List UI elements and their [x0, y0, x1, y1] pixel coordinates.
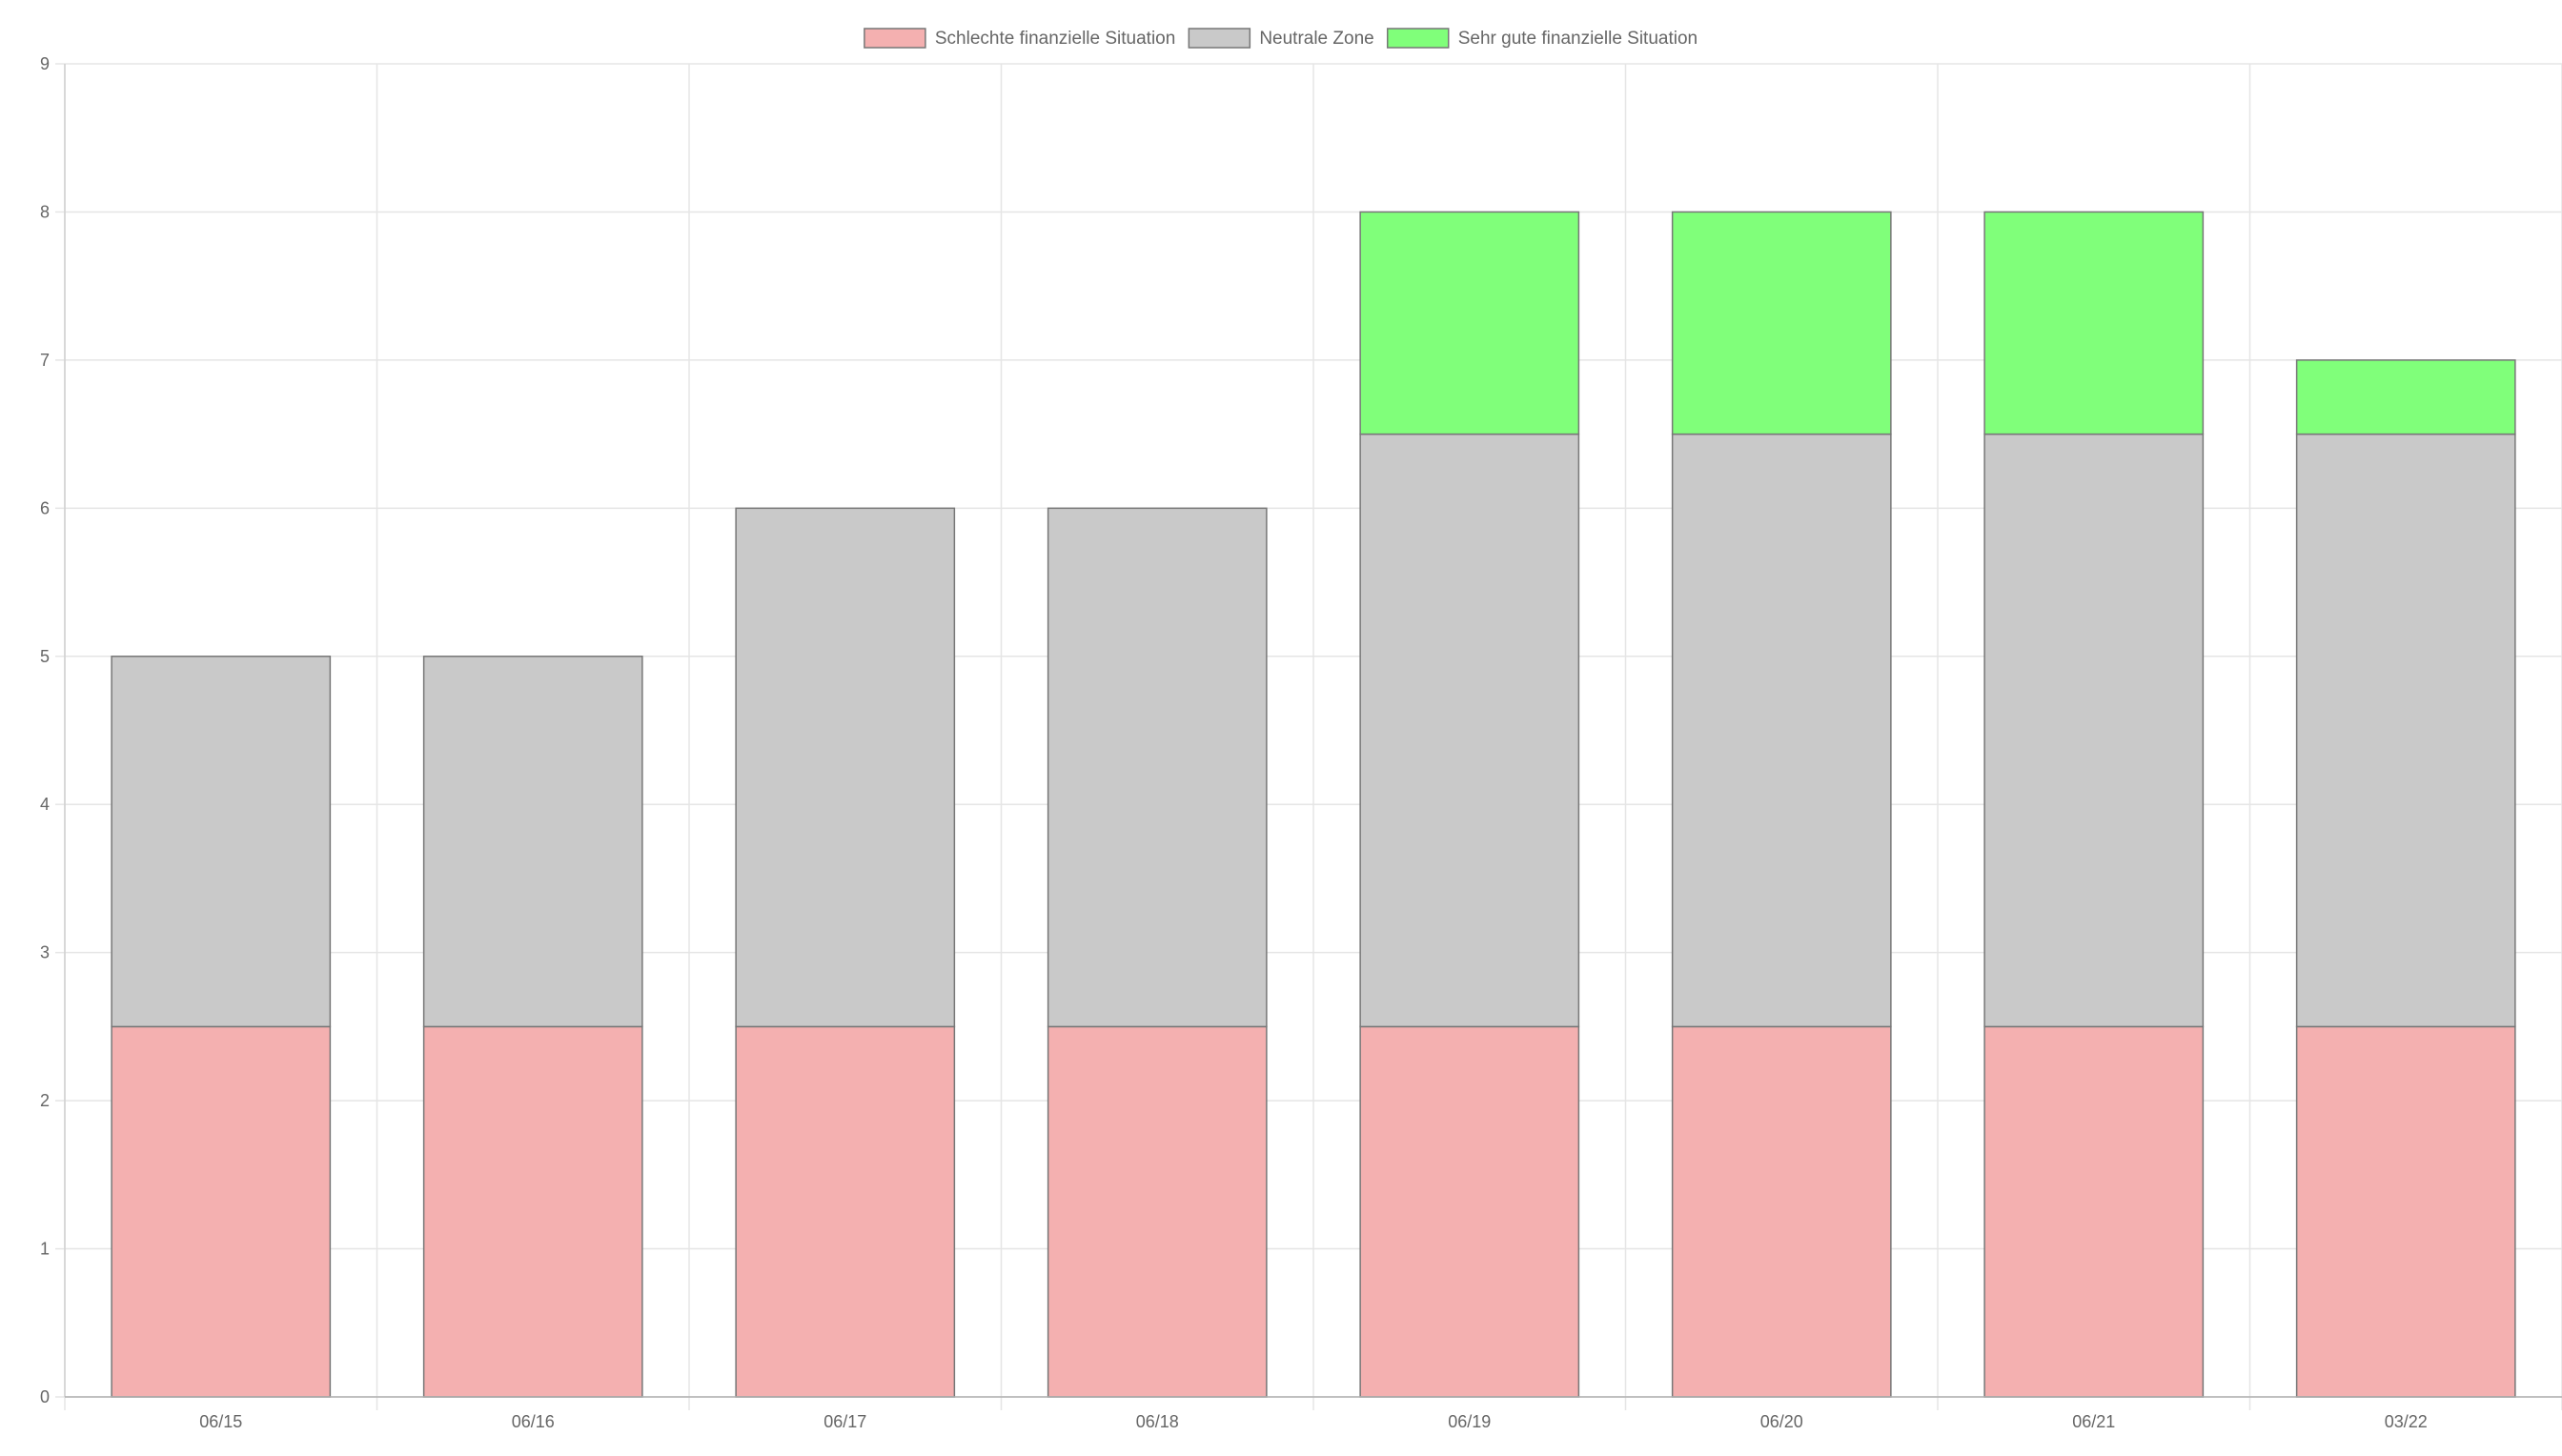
y-tick-label: 2 — [40, 1091, 50, 1110]
bar-segment[interactable] — [1047, 507, 1268, 1028]
legend-item[interactable]: Sehr gute finanzielle Situation — [1386, 28, 1698, 49]
legend-swatch — [1188, 28, 1251, 49]
bar-segment[interactable] — [735, 507, 956, 1028]
axes-layer: 0 1 2 3 4 5 6 7 8 9 06/15 06/16 06/17 06/18 06/19 06/20… — [40, 54, 2562, 1431]
y-tick-label: 7 — [40, 351, 50, 370]
bar-segment[interactable] — [1047, 1025, 1268, 1398]
bar-segment[interactable] — [2295, 359, 2516, 435]
bar-segment[interactable] — [1983, 1025, 2205, 1398]
x-tick-label: 06/17 — [824, 1412, 866, 1431]
x-tick-label: 03/22 — [2385, 1412, 2428, 1431]
legend: Schlechte finanzielle Situation Neutrale … — [864, 28, 1698, 49]
bar-segment[interactable] — [111, 656, 332, 1028]
y-tick-label: 0 — [40, 1387, 50, 1406]
bar-segment[interactable] — [1359, 1025, 1580, 1398]
y-tick-label: 4 — [40, 795, 50, 814]
legend-label: Neutrale Zone — [1259, 29, 1373, 49]
legend-label: Schlechte finanzielle Situation — [935, 29, 1175, 49]
legend-item[interactable]: Schlechte finanzielle Situation — [864, 28, 1175, 49]
bar-segment[interactable] — [1359, 433, 1580, 1028]
legend-item[interactable]: Neutrale Zone — [1188, 28, 1374, 49]
bar-segment[interactable] — [1671, 211, 1892, 435]
x-tick-label: 06/20 — [1760, 1412, 1803, 1431]
bar-segment[interactable] — [422, 1025, 643, 1398]
x-tick-label: 06/18 — [1136, 1412, 1179, 1431]
bar-segment[interactable] — [111, 1025, 332, 1398]
legend-swatch — [864, 28, 926, 49]
bar-segment[interactable] — [2295, 433, 2516, 1028]
legend-swatch — [1386, 28, 1450, 49]
bar-segment[interactable] — [2295, 1025, 2516, 1398]
bar-segment[interactable] — [1359, 211, 1580, 435]
bar-segment[interactable] — [1671, 433, 1892, 1028]
bar-segment[interactable] — [422, 656, 643, 1028]
y-tick-label: 9 — [40, 54, 50, 73]
x-tick-label: 06/16 — [512, 1412, 555, 1431]
x-tick-label: 06/21 — [2072, 1412, 2115, 1431]
y-tick-label: 1 — [40, 1240, 50, 1259]
y-tick-label: 6 — [40, 498, 50, 517]
bar-segment[interactable] — [1983, 433, 2205, 1028]
bar-segment[interactable] — [735, 1025, 956, 1398]
y-tick-label: 3 — [40, 943, 50, 962]
y-tick-label: 5 — [40, 647, 50, 666]
x-tick-label: 06/15 — [199, 1412, 242, 1431]
legend-label: Sehr gute finanzielle Situation — [1458, 29, 1698, 49]
bar-segment[interactable] — [1983, 211, 2205, 435]
bar-segment[interactable] — [1671, 1025, 1892, 1398]
x-tick-label: 06/19 — [1448, 1412, 1491, 1431]
bars-layer — [111, 211, 2516, 1398]
y-tick-label: 8 — [40, 202, 50, 221]
